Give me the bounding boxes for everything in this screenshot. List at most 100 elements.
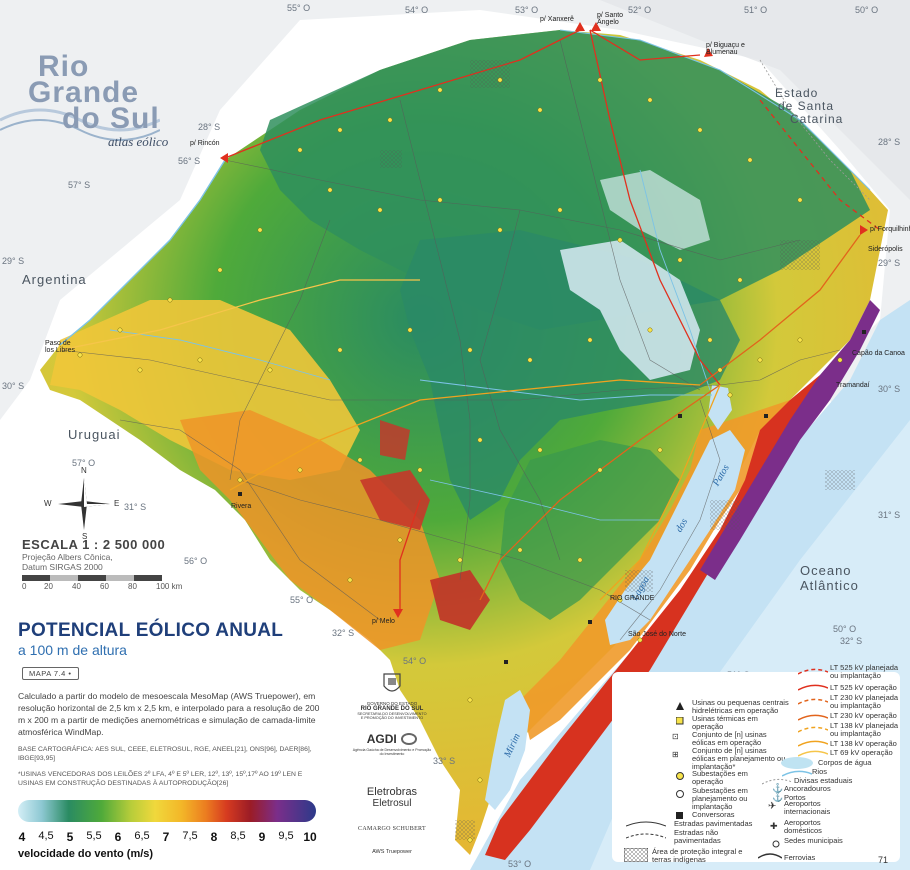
- dom-airport-icon: ✚: [770, 821, 778, 831]
- logo-waves-icon: [0, 108, 160, 141]
- eletrobras-logo: Eletrobras Eletrosul: [352, 786, 432, 809]
- region-oceano-2: Atlântico: [800, 578, 859, 593]
- municipal-seats: [77, 77, 843, 843]
- legend-thermal: Usinas térmicas em operação: [692, 714, 758, 731]
- map-description: Calculado a partir do modelo de mesoesca…: [18, 691, 320, 737]
- page-number: 71: [878, 855, 889, 865]
- colorbar-tick: 4: [18, 830, 26, 844]
- anchor-icon: ⚓: [772, 783, 784, 793]
- state-divide-icon: [762, 778, 792, 785]
- legend-ports: Portos: [784, 793, 806, 802]
- lat-30-label: 30° S: [2, 381, 25, 391]
- colorbar-gradient: [18, 800, 316, 822]
- legend-intl-airports: Aeroportos internacionais: [784, 799, 831, 816]
- coat-of-arms-icon: [383, 673, 401, 692]
- logo-subtitle: atlas eólico: [108, 134, 169, 149]
- legend-converter: Conversoras: [692, 810, 735, 819]
- legend-lt138-op: LT 138 kV operação: [830, 739, 897, 748]
- direction-arrows: [220, 22, 868, 618]
- region-sc-3: Catarina: [790, 112, 844, 126]
- lat-31-left-label: 31° S: [124, 502, 147, 512]
- map-number-badge: MAPA 7.4 •: [22, 667, 79, 680]
- map-legend: Usinas ou pequenas centrais hidrelétrica…: [612, 664, 900, 864]
- legend-wind-op: Conjunto de [n] usinas eólicas em operaç…: [692, 730, 767, 747]
- lat-28-right-label: 28° S: [878, 137, 901, 147]
- colorbar-tick: 9,5: [278, 830, 294, 842]
- wind-farm-icon: ⊡: [672, 732, 679, 741]
- eletrosul-name: Eletrosul: [372, 798, 412, 809]
- lon-53-bottom-label: 53° O: [508, 859, 532, 869]
- lt138-planned-icon: [798, 726, 828, 733]
- map-subtitle: a 100 m de altura: [18, 642, 127, 658]
- lat-28-label: 28° S: [198, 122, 221, 132]
- railway-icon: [758, 853, 782, 859]
- legend-paved: Estradas pavimentadas: [674, 819, 753, 828]
- relief-green-east: [500, 440, 680, 620]
- municipal-seat-icon: [772, 840, 780, 848]
- city-santo-angelo: p/ Santo Ângelo: [597, 12, 624, 26]
- compass-n: N: [81, 466, 87, 475]
- city-paso-libres: Paso de los Libres: [45, 340, 75, 354]
- substation-planned-icon: [676, 790, 684, 798]
- colorbar-ticks: 4 4,5 5 5,5 6 6,5 7 7,5 8 8,5 9 9,5 10: [18, 830, 317, 844]
- legend-lt525-op: LT 525 kV operação: [830, 683, 897, 692]
- agdi-name: AGDI: [366, 732, 397, 746]
- gov-line-3: SECRETARIA DO DESENVOLVIMENTO: [357, 712, 427, 716]
- badge-bullet-icon: •: [68, 669, 72, 678]
- scale-title: ESCALA 1 : 2 500 000: [22, 537, 166, 552]
- region-sc-1: Estado: [775, 86, 819, 100]
- intl-airport-icon: ✈: [768, 801, 777, 812]
- scale-tick: 80: [128, 582, 137, 591]
- city-xanxere: p/ Xanxerê: [540, 16, 574, 23]
- gov-line-2: RIO GRANDE DO SUL: [360, 706, 424, 712]
- city-sideropolis: Siderópolis: [868, 246, 903, 253]
- compass-icon: [58, 478, 110, 530]
- relief-red-spots-2: [430, 570, 490, 630]
- legend-lt230-plan: LT 230 kV planejada ou implantação: [830, 693, 899, 710]
- legend-unpaved: Estradas não pavimentadas: [674, 828, 721, 845]
- projection-line-2: Datum SIRGAS 2000: [22, 562, 103, 572]
- aws-name: AWS Truepower: [372, 849, 412, 855]
- unpaved-road-icon: [626, 833, 666, 839]
- legend-railways: Ferrovias: [784, 853, 816, 862]
- river-uruguay: [59, 159, 226, 346]
- lon-56-label: 56° O: [184, 556, 208, 566]
- scale-ticks: 0 20 40 60 80 100 km: [22, 581, 202, 591]
- footnote: *USINAS VENCEDORAS DOS LEILÕES 2º LFA, 4…: [18, 771, 303, 787]
- city-tramandai: Tramandaí: [836, 382, 870, 389]
- compass-rose: N S E W: [44, 466, 119, 541]
- lt230-planned-icon: [798, 698, 828, 705]
- water-body-icon: [781, 757, 813, 769]
- lon-51-label: 51° O: [744, 5, 768, 15]
- lon-55-label: 55° O: [287, 3, 311, 13]
- lat-32-right-label: 32° S: [840, 636, 863, 646]
- compass-w: W: [44, 499, 52, 508]
- legend-substation-plan: Subestações em planejamento ou implantaç…: [692, 786, 748, 811]
- lat-56-label: 56° S: [178, 156, 201, 166]
- legend-seats: Sedes municipais: [784, 836, 843, 845]
- transmission-lines: [59, 29, 881, 610]
- projection-line-1: Projeção Albers Cônica,: [22, 552, 113, 562]
- agdi-subtitle: Agência Gaúcha de Desenvolvimento e Prom…: [352, 748, 432, 756]
- legend-protected: Área de proteção integral e terras indíg…: [652, 847, 743, 864]
- state-divide: [759, 59, 871, 201]
- colorbar-tick: 8,5: [230, 830, 246, 842]
- legend-rivers: Rios: [812, 767, 828, 776]
- region-argentina: Argentina: [22, 272, 87, 287]
- wind-farms: [238, 330, 866, 664]
- relief-red-spots-3: [380, 420, 410, 460]
- thermal-plant-icon: [676, 717, 684, 725]
- city-rivera: Rivera: [231, 503, 252, 510]
- colorbar-tick: 9: [258, 830, 266, 844]
- lat-31-right-label: 31° S: [878, 510, 901, 520]
- gov-line-4: E PROMOÇÃO DO INVESTIMENTO: [360, 716, 424, 720]
- roads: [59, 39, 841, 641]
- scale-tick: 100 km: [156, 582, 183, 591]
- substation-icon: [676, 772, 684, 780]
- lon-55-mid-label: 55° O: [290, 595, 314, 605]
- region-sc-2: de Santa: [778, 99, 835, 113]
- lon-53-label: 53° O: [515, 5, 539, 15]
- river-icon: [782, 770, 812, 777]
- camargo-logo: CAMARGO SCHUBERT: [352, 826, 432, 832]
- protected-areas: [380, 60, 855, 840]
